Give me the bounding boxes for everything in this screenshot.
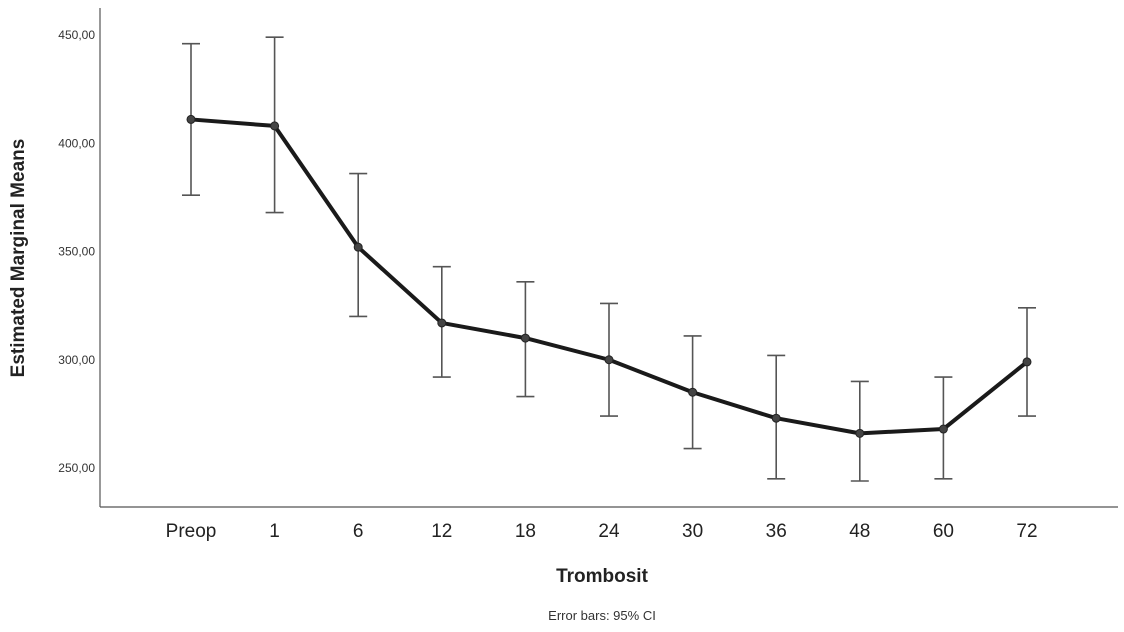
x-tick-label: 18 — [515, 521, 536, 542]
data-point — [771, 413, 781, 423]
data-point — [938, 424, 948, 434]
y-tick-label: 250,00 — [58, 461, 95, 475]
x-axis-ticks: Preop 1 6 12 18 24 30 36 48 60 72 — [166, 521, 1038, 542]
x-tick-label: 12 — [431, 521, 452, 542]
error-bars-footnote: Error bars: 95% CI — [548, 608, 656, 623]
x-tick-label: 60 — [933, 521, 954, 542]
y-axis-ticks: 450,00 400,00 350,00 300,00 250,00 — [58, 28, 95, 475]
data-point — [855, 428, 865, 438]
axes — [99, 8, 1118, 508]
data-point — [1022, 357, 1032, 367]
data-point — [604, 355, 614, 365]
x-tick-label: 36 — [766, 521, 787, 542]
x-tick-label: 30 — [682, 521, 703, 542]
data-point — [270, 121, 280, 131]
data-point — [688, 387, 698, 397]
y-axis-title: Estimated Marginal Means — [8, 139, 29, 378]
x-tick-label: 24 — [598, 521, 620, 542]
y-tick-label: 300,00 — [58, 353, 95, 367]
y-tick-label: 350,00 — [58, 245, 95, 259]
x-tick-label: 72 — [1016, 521, 1037, 542]
data-points — [186, 114, 1032, 438]
data-point — [437, 318, 447, 328]
x-tick-label: 6 — [353, 521, 364, 542]
x-axis-title: Trombosit — [556, 566, 649, 587]
x-tick-label: 1 — [269, 521, 280, 542]
error-bars — [182, 36, 1036, 482]
x-tick-label: 48 — [849, 521, 870, 542]
data-point — [186, 114, 196, 124]
x-tick-label: Preop — [166, 521, 217, 542]
y-tick-label: 400,00 — [58, 136, 95, 150]
data-point — [353, 242, 363, 252]
y-tick-label: 450,00 — [58, 28, 95, 42]
data-point — [520, 333, 530, 343]
